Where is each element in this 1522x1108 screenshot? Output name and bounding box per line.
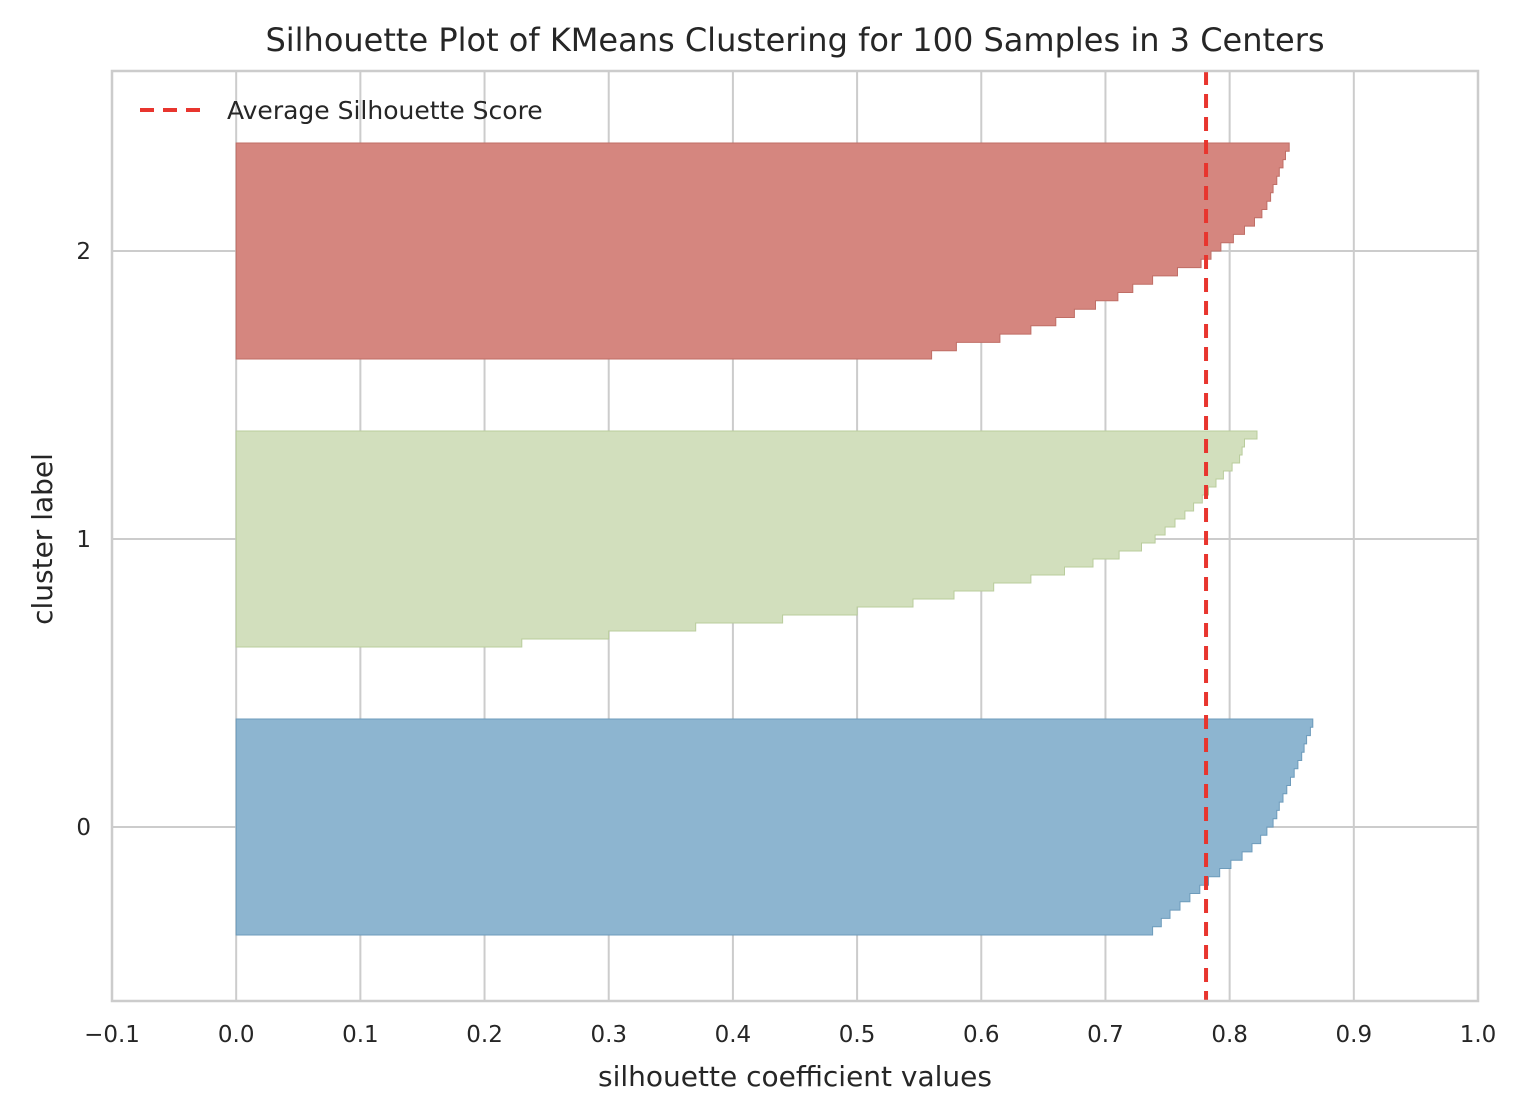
x-tick-label: 0.8 [1211, 1022, 1248, 1048]
x-tick-label: −0.1 [84, 1022, 140, 1048]
x-axis-label: silhouette coefficient values [598, 1060, 992, 1093]
y-tick-label: 2 [76, 239, 91, 265]
y-tick-label: 0 [76, 815, 91, 841]
legend: Average Silhouette Score [140, 96, 543, 125]
chart-title: Silhouette Plot of KMeans Clustering for… [265, 21, 1324, 59]
silhouette-area-cluster-0 [235, 718, 1314, 936]
x-tick-label: 0.4 [715, 1022, 752, 1048]
x-tick-label: 0.3 [590, 1022, 627, 1048]
x-tick-label: 1.0 [1460, 1022, 1497, 1048]
x-tick-label: 0.7 [1087, 1022, 1124, 1048]
silhouette-area-cluster-2 [235, 142, 1290, 360]
y-axis-label: cluster label [26, 453, 59, 625]
x-tick-labels: −0.1 0.0 0.1 0.2 0.3 0.4 0.5 0.6 0.7 0.8 0.9 1.0 [84, 1022, 1496, 1048]
plot-frame [110, 69, 1480, 1003]
x-tick-label: 0.9 [1336, 1022, 1373, 1048]
x-tick-label: 0.0 [218, 1022, 255, 1048]
y-tick-labels: 0 1 2 [76, 239, 91, 841]
x-tick-label: 0.6 [963, 1022, 1000, 1048]
x-tick-label: 0.1 [342, 1022, 379, 1048]
silhouette-areas [235, 142, 1314, 936]
x-tick-label: 0.2 [466, 1022, 503, 1048]
x-tick-label: 0.5 [839, 1022, 876, 1048]
y-tick-label: 1 [76, 527, 91, 553]
silhouette-area-cluster-1 [235, 430, 1258, 648]
legend-average-label: Average Silhouette Score [227, 96, 543, 125]
